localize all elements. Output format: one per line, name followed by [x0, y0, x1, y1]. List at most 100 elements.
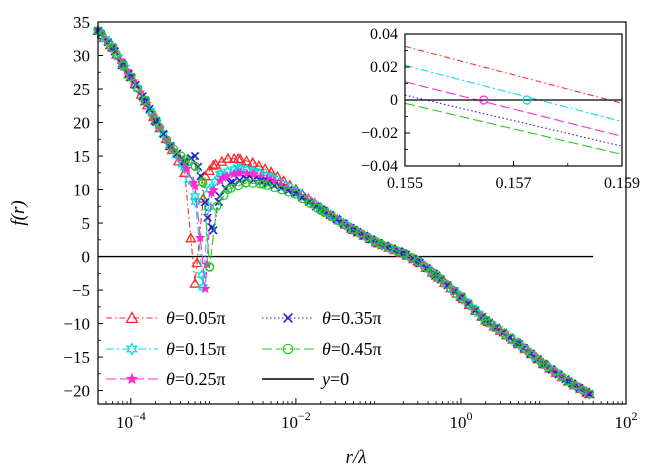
legend-item-1: θ=0.15π	[106, 339, 226, 359]
circle-marker	[571, 381, 581, 391]
circle-marker	[355, 228, 365, 238]
star-marker	[195, 232, 206, 243]
x-tick-exponent: −4	[133, 409, 146, 423]
x-tick-exponent: 0	[466, 409, 472, 423]
x-marker	[283, 313, 293, 323]
legend-item-3: θ=0.35π	[262, 308, 382, 328]
inset-y-tick-label: 0	[390, 92, 398, 109]
hexstar-marker	[177, 158, 188, 171]
inset-line-4	[404, 102, 623, 155]
circle-marker	[183, 157, 193, 167]
circle-marker	[282, 343, 294, 355]
x-marker	[190, 151, 200, 161]
legend-value: =0.35π	[331, 308, 382, 328]
circle-marker	[205, 262, 215, 272]
inset-x-tick-label: 0.155	[387, 175, 423, 192]
x-marker	[200, 197, 210, 207]
legend-theta: θ	[166, 369, 175, 389]
x-marker	[159, 129, 168, 139]
circle-marker	[151, 116, 161, 126]
legend-item-0: θ=0.05π	[106, 308, 226, 328]
y-tick-label: 20	[73, 114, 90, 133]
circle-marker	[542, 361, 552, 371]
x-tick-exponent: −2	[298, 409, 311, 423]
hexstar-marker	[190, 195, 201, 208]
circle-marker	[118, 61, 129, 71]
circle-marker	[341, 220, 351, 230]
circle-marker	[126, 72, 136, 82]
legend-theta: θ	[322, 308, 331, 328]
x-tick-label: 102	[615, 409, 638, 432]
x-axis-label: r/λ	[346, 447, 367, 468]
inset-crossing-marker	[479, 95, 489, 105]
legend-label: θ=0.35π	[322, 308, 382, 328]
triangle-marker	[222, 152, 234, 164]
circle-marker	[133, 84, 143, 94]
legend-theta: θ	[166, 339, 175, 359]
circle-marker	[291, 189, 301, 199]
circle-marker	[420, 262, 430, 272]
x-tick-label: 10−4	[116, 409, 146, 432]
inset-y-tick-label: 0.02	[370, 59, 398, 76]
circle-marker	[578, 385, 588, 395]
star-marker	[235, 167, 246, 178]
circle-marker	[470, 305, 480, 315]
y-tick-label: −20	[63, 382, 90, 401]
circle-marker	[406, 252, 416, 262]
circle-marker	[399, 248, 409, 258]
legend-label: θ=0.15π	[166, 339, 226, 359]
circle-marker	[506, 333, 516, 343]
series-4	[93, 26, 594, 399]
inset-x-tick-label: 0.157	[496, 175, 532, 192]
hexstar-marker	[126, 342, 138, 356]
legend-theta: θ	[322, 339, 331, 359]
legend-label: θ=0.05π	[166, 308, 226, 328]
star-marker	[221, 170, 233, 181]
y-tick-label: 25	[73, 80, 90, 99]
circle-marker	[198, 178, 208, 188]
x-tick-base: 10	[281, 413, 298, 432]
circle-marker	[169, 144, 179, 154]
y-tick-label: −10	[63, 315, 90, 334]
circle-marker	[564, 376, 574, 386]
circle-marker	[449, 286, 459, 296]
legend-label: y=0	[320, 369, 349, 389]
x-tick-label: 100	[449, 409, 472, 432]
y-tick-label: 30	[73, 47, 90, 66]
circle-marker	[549, 366, 559, 376]
legend-value: =0.15π	[175, 339, 226, 359]
inset-y-tick-label: 0.04	[370, 26, 398, 43]
circle-marker	[190, 162, 200, 172]
circle-marker	[212, 201, 222, 211]
x-marker	[193, 162, 203, 172]
y-axis-label: f(r)	[8, 200, 29, 225]
x-tick-base: 10	[116, 413, 133, 432]
inset-crossing-marker	[522, 95, 532, 105]
circle-marker	[413, 256, 423, 266]
circle-marker	[463, 299, 473, 309]
y-tick-label: 35	[73, 13, 90, 32]
triangle-marker	[189, 277, 201, 288]
circle-marker	[327, 212, 337, 222]
star-marker	[189, 180, 201, 191]
circle-marker	[456, 292, 466, 302]
inset-plot: 0.04 0.02 0 −0.02 −0.040.155 0.157 0.159	[361, 26, 640, 192]
inset-line-2	[404, 81, 623, 137]
triangle-marker	[125, 311, 139, 324]
legend-label: θ=0.25π	[166, 369, 226, 389]
y-tick-label: −5	[72, 281, 90, 300]
star-marker	[248, 169, 259, 179]
circle-marker	[241, 178, 251, 188]
x-marker	[209, 226, 218, 235]
legend-y-value: =0	[330, 369, 349, 389]
star-marker	[181, 163, 192, 174]
inset-x-tick-label: 0.159	[604, 175, 640, 192]
circle-marker	[363, 232, 373, 242]
legend-item-5: y=0	[262, 369, 349, 389]
circle-marker	[514, 339, 524, 349]
circle-marker	[485, 318, 495, 328]
legend-value: =0.45π	[331, 339, 382, 359]
circle-marker	[442, 279, 452, 289]
